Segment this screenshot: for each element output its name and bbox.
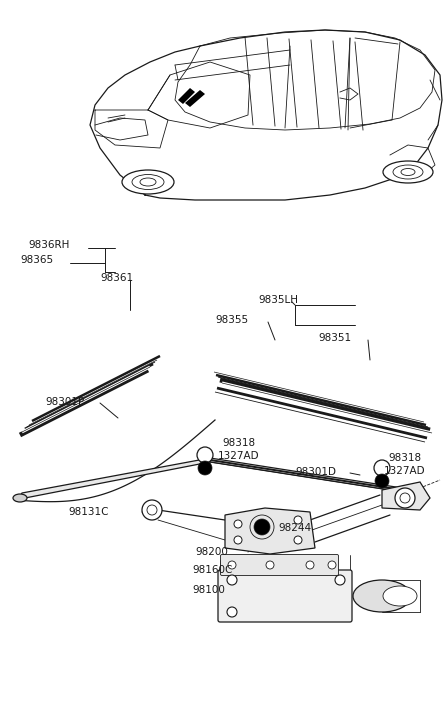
Circle shape — [234, 536, 242, 544]
Ellipse shape — [383, 586, 417, 606]
Circle shape — [198, 461, 212, 475]
Circle shape — [142, 500, 162, 520]
Circle shape — [254, 519, 270, 535]
Circle shape — [234, 520, 242, 528]
Circle shape — [328, 561, 336, 569]
Text: 9835LH: 9835LH — [258, 295, 298, 305]
Text: 98301P: 98301P — [45, 397, 84, 407]
FancyBboxPatch shape — [218, 570, 352, 622]
Circle shape — [228, 561, 236, 569]
Circle shape — [375, 474, 389, 488]
Polygon shape — [225, 508, 315, 554]
Text: 98318: 98318 — [222, 438, 255, 448]
FancyBboxPatch shape — [220, 555, 339, 576]
Polygon shape — [18, 458, 210, 500]
Circle shape — [294, 516, 302, 524]
Text: 98244: 98244 — [278, 523, 311, 533]
Ellipse shape — [353, 580, 411, 612]
Text: 1327AD: 1327AD — [218, 451, 260, 461]
Circle shape — [335, 575, 345, 585]
Circle shape — [294, 536, 302, 544]
Text: 98351: 98351 — [318, 333, 351, 343]
Circle shape — [306, 561, 314, 569]
Polygon shape — [185, 90, 205, 107]
Polygon shape — [178, 88, 195, 104]
Ellipse shape — [409, 488, 423, 496]
Text: 98318: 98318 — [388, 453, 421, 463]
Circle shape — [147, 505, 157, 515]
Circle shape — [374, 460, 390, 476]
Text: 9836RH: 9836RH — [28, 240, 69, 250]
Text: 98355: 98355 — [215, 315, 248, 325]
Text: 98200: 98200 — [195, 547, 228, 557]
Circle shape — [395, 488, 415, 508]
Ellipse shape — [122, 170, 174, 194]
Ellipse shape — [393, 165, 423, 179]
Polygon shape — [90, 30, 442, 200]
Ellipse shape — [383, 161, 433, 183]
Text: 98361: 98361 — [100, 273, 133, 283]
Text: 1327AD: 1327AD — [384, 466, 426, 476]
Ellipse shape — [401, 169, 415, 175]
Text: 98301D: 98301D — [295, 467, 336, 477]
Polygon shape — [382, 482, 430, 510]
Text: 98131C: 98131C — [68, 507, 108, 517]
Text: 98365: 98365 — [20, 255, 53, 265]
Circle shape — [400, 493, 410, 503]
Polygon shape — [210, 458, 415, 494]
Ellipse shape — [132, 174, 164, 190]
Text: 98100: 98100 — [192, 585, 225, 595]
Ellipse shape — [13, 494, 27, 502]
Text: 98160C: 98160C — [192, 565, 233, 575]
Circle shape — [197, 447, 213, 463]
Circle shape — [227, 607, 237, 617]
Circle shape — [266, 561, 274, 569]
Ellipse shape — [140, 178, 156, 186]
Circle shape — [227, 575, 237, 585]
